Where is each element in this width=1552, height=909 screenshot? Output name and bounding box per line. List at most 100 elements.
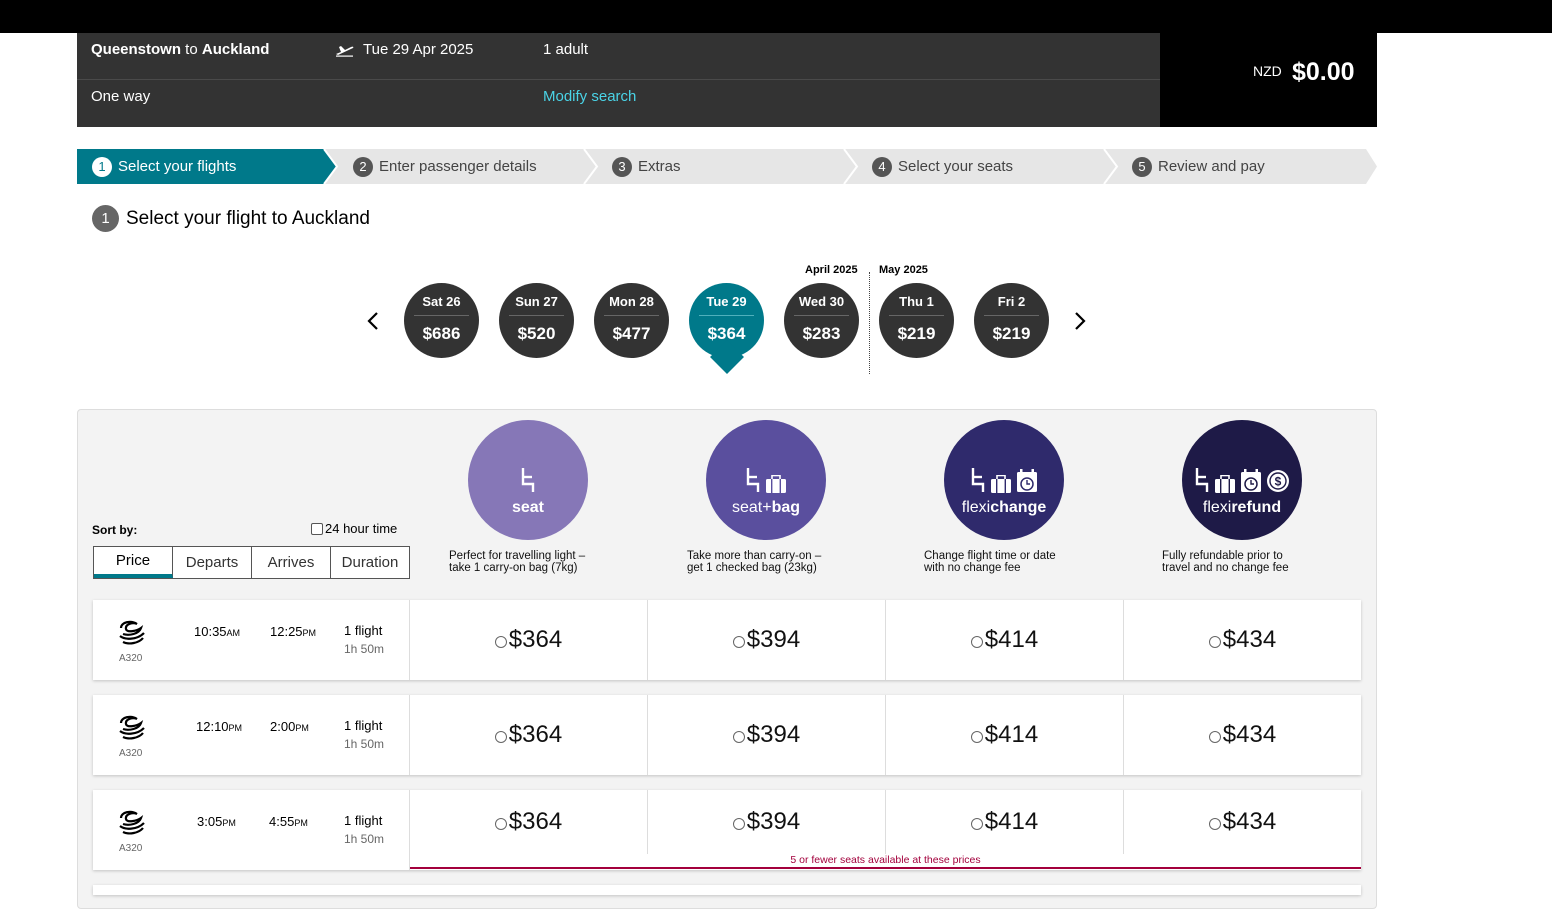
fare-radio[interactable]: [1208, 817, 1221, 830]
fare-price: $394: [746, 626, 801, 653]
date-option-sun-27[interactable]: Sun 27 $520: [499, 283, 574, 358]
fare-radio[interactable]: [1208, 635, 1221, 648]
flight-row: A320 12:10PM 2:00PM 1 flight 1h 50m $364…: [93, 695, 1361, 775]
sort-tab-departs[interactable]: Departs: [173, 547, 252, 578]
fare-radio[interactable]: [732, 635, 745, 648]
fare-description-flexirefund: Fully refundable prior to travel and no c…: [1162, 550, 1289, 574]
fare-radio[interactable]: [970, 817, 983, 830]
flight-info: A320 3:05PM 4:55PM 1 flight 1h 50m: [93, 790, 410, 870]
calendar-clock-icon: [1017, 469, 1037, 492]
day-price: $520: [517, 324, 556, 343]
fare-badge-flexichange: flexichange: [944, 420, 1064, 540]
divider: [794, 315, 849, 316]
stops: 1 flight: [344, 718, 383, 733]
step-number: 4: [872, 156, 892, 177]
step-label: Extras: [638, 158, 681, 175]
fare-radio[interactable]: [494, 730, 507, 743]
month-separator: [869, 272, 870, 374]
flight-row: A320 3:05PM 4:55PM 1 flight 1h 50m $364 …: [93, 790, 1361, 870]
date-option-fri-2[interactable]: Fri 2 $219: [974, 283, 1049, 358]
fare-radio[interactable]: [494, 635, 507, 648]
fare-price: $364: [508, 721, 563, 748]
step-number: 2: [353, 156, 373, 177]
fare-radio[interactable]: [494, 817, 507, 830]
page-title: 1 Select your flight to Auckland: [92, 205, 370, 232]
date-option-sat-26[interactable]: Sat 26 $686: [404, 283, 479, 358]
fare-option-flexichange[interactable]: $414: [886, 790, 1124, 854]
bag-icon: [1215, 475, 1235, 493]
date-option-thu-1[interactable]: Thu 1 $219: [879, 283, 954, 358]
svg-text:$: $: [1275, 475, 1282, 489]
fare-option-seat-bag[interactable]: $394: [648, 600, 886, 680]
fare-radio[interactable]: [1208, 730, 1221, 743]
duration: 1h 50m: [344, 737, 385, 751]
stops: 1 flight: [344, 623, 383, 638]
aircraft-type: A320: [119, 843, 143, 854]
chevron-left-icon[interactable]: [366, 311, 380, 331]
fare-description-seat: Perfect for travelling light – take 1 car…: [449, 550, 586, 574]
arrival-time: 12:25PM: [270, 624, 317, 639]
sort-tab-price[interactable]: Price: [94, 547, 173, 578]
fare-option-flexirefund[interactable]: $434: [1124, 695, 1361, 775]
top-black-bar: [0, 0, 1552, 33]
fare-option-flexirefund[interactable]: $434: [1124, 600, 1361, 680]
fare-price: $414: [984, 808, 1039, 835]
fare-radio[interactable]: [970, 635, 983, 648]
day-label: Thu 1: [899, 294, 934, 309]
fare-icons: [468, 467, 588, 493]
date-option-mon-28[interactable]: Mon 28 $477: [594, 283, 669, 358]
departure-time: 3:05PM: [197, 814, 236, 829]
date-option-wed-30[interactable]: Wed 30 $283: [784, 283, 859, 358]
modify-search-link[interactable]: Modify search: [543, 88, 637, 105]
divider: [604, 315, 659, 316]
flight-row: [93, 885, 1361, 895]
divider: [889, 315, 944, 316]
step-label: Select your seats: [898, 158, 1014, 175]
arrival-time: 2:00PM: [270, 719, 309, 734]
fare-option-seat[interactable]: $364: [410, 600, 648, 680]
dollar-coin-icon: $: [1267, 470, 1289, 492]
aircraft-type: A320: [119, 653, 143, 664]
calendar-clock-icon: [1241, 469, 1261, 492]
duration: 1h 50m: [344, 642, 385, 656]
day-label: Sun 27: [515, 294, 558, 309]
day-label: Wed 30: [798, 294, 845, 309]
fare-radio[interactable]: [732, 817, 745, 830]
day-price: $477: [612, 324, 651, 343]
fare-option-seat[interactable]: $364: [410, 790, 648, 854]
divider: [509, 315, 564, 316]
fare-option-seat[interactable]: $364: [410, 695, 648, 775]
fare-option-seat-bag[interactable]: $394: [648, 695, 886, 775]
step-passenger-details: 2 Enter passenger details: [353, 149, 537, 184]
chevron-right-icon[interactable]: [1073, 311, 1087, 331]
hour24-toggle[interactable]: 24 hour time: [311, 521, 397, 536]
divider: [984, 315, 1039, 316]
fare-option-seat-bag[interactable]: $394: [648, 790, 886, 854]
fare-name: seat+bag: [731, 499, 801, 516]
sort-by-label: Sort by:: [92, 523, 138, 537]
fare-option-flexichange[interactable]: $414: [886, 600, 1124, 680]
travel-date: Tue 29 Apr 2025: [335, 41, 473, 58]
fare-name: flexichange: [961, 499, 1047, 516]
day-price: $219: [992, 324, 1031, 343]
fare-option-flexirefund[interactable]: $434: [1124, 790, 1361, 854]
fare-option-flexichange[interactable]: $414: [886, 695, 1124, 775]
seat-icon: [1195, 468, 1209, 492]
fare-icons: [944, 467, 1064, 493]
day-label: Fri 2: [997, 294, 1026, 309]
date-option-tue-29[interactable]: Tue 29 $364: [689, 283, 764, 358]
progress-steps: 1 Select your flights 2 Enter passenger de…: [77, 149, 1377, 184]
step-label: Select your flights: [118, 158, 237, 175]
fare-radio[interactable]: [732, 730, 745, 743]
step-label: Review and pay: [1158, 158, 1265, 175]
month-label-may: May 2025: [879, 264, 928, 276]
flight-info: A320 12:10PM 2:00PM 1 flight 1h 50m: [93, 695, 410, 775]
fare-price: $414: [984, 626, 1039, 653]
fare-radio[interactable]: [970, 730, 983, 743]
sort-tab-arrives[interactable]: Arrives: [252, 547, 331, 578]
hour24-checkbox[interactable]: [311, 522, 323, 535]
total-amount: $0.00: [1292, 58, 1355, 86]
day-price: $686: [422, 324, 461, 343]
sort-tab-duration[interactable]: Duration: [341, 554, 399, 571]
title-text: Select your flight to Auckland: [126, 207, 370, 229]
